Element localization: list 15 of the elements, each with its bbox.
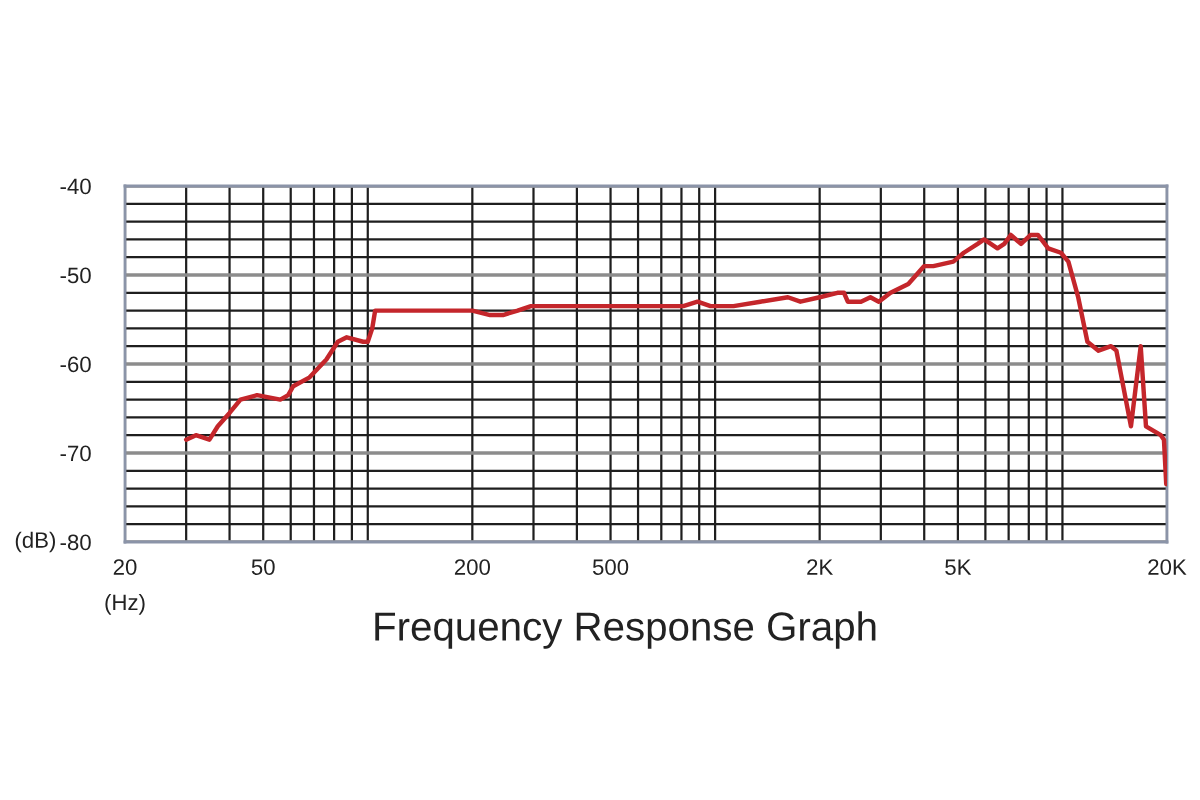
y-tick-label: -80 [60, 534, 91, 551]
x-tick-label: 20 [113, 559, 137, 575]
text: Frequency Response Graph [375, 611, 876, 649]
y-tick-label: -50 [60, 267, 91, 284]
x-tick-label: 200 [454, 559, 490, 575]
x-tick-label: 20K [1148, 559, 1187, 575]
x-tick-label: 500 [592, 559, 629, 575]
y-tick-label: -70 [60, 445, 91, 462]
y-tick-label: -60 [60, 356, 91, 373]
y-axis-title: (dB) [15, 531, 55, 553]
x-tick-label: 5K [945, 559, 972, 575]
x-tick-label: 50 [251, 559, 275, 575]
x-axis-title: (Hz) [105, 593, 145, 615]
x-tick-label: 2K [807, 559, 834, 575]
y-tick-label: -40 [60, 178, 91, 195]
